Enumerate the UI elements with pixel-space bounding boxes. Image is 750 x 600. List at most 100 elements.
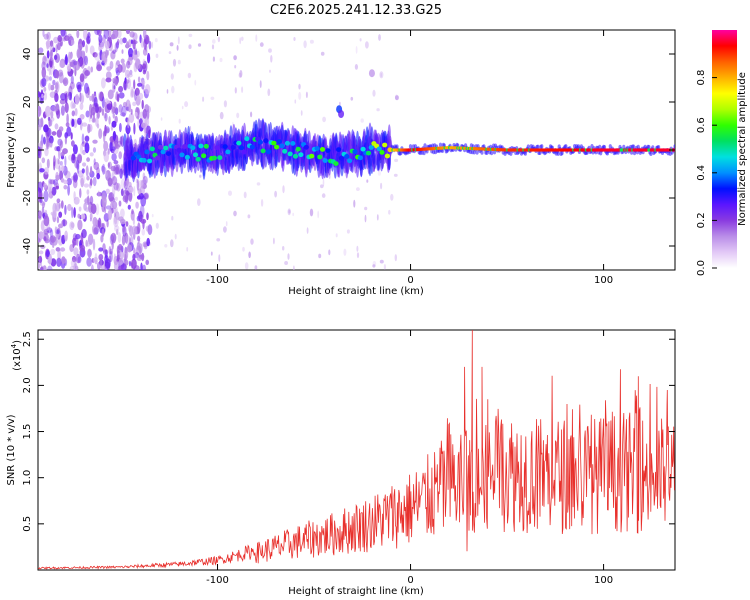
noise-blob <box>223 100 227 108</box>
ridge-core <box>298 152 304 158</box>
noise-blob <box>74 93 80 105</box>
noise-blob <box>378 34 381 41</box>
noise-blob <box>109 60 114 70</box>
noise-blob <box>270 55 273 63</box>
noise-blob <box>293 37 296 41</box>
noise-blob <box>139 204 145 217</box>
noise-blob <box>66 113 69 125</box>
noise-blob <box>210 96 215 101</box>
noise-blob <box>55 247 61 252</box>
noise-blob <box>55 44 58 53</box>
noise-blob <box>73 60 78 66</box>
noise-blob <box>132 217 135 226</box>
noise-blob <box>233 210 237 217</box>
noise-blob <box>38 250 44 255</box>
ridge-core <box>352 149 358 155</box>
noise-blob <box>376 214 379 221</box>
noise-blob <box>38 181 43 193</box>
noise-blob <box>105 49 108 59</box>
noise-blob <box>48 68 51 76</box>
noise-blob <box>43 124 49 133</box>
noise-blob <box>87 233 94 245</box>
noise-blob <box>51 186 57 196</box>
noise-blob <box>236 112 240 119</box>
ridge-core <box>347 158 353 164</box>
noise-blob <box>79 93 85 104</box>
noise-blob <box>55 70 60 79</box>
noise-blob <box>298 83 301 90</box>
noise-blob <box>90 203 97 215</box>
noise-blob <box>103 112 107 119</box>
noise-blob <box>120 112 126 117</box>
ridge-envelope <box>509 151 513 156</box>
noise-blob <box>49 229 54 237</box>
noise-blob <box>63 179 68 185</box>
noise-blob <box>84 197 91 206</box>
noise-blob <box>55 185 59 190</box>
noise-blob <box>38 231 45 240</box>
noise-blob <box>177 36 180 45</box>
colorbar-ticks: 0.0 0.2 0.4 0.6 0.8 <box>696 70 717 276</box>
noise-blob <box>267 88 271 97</box>
noise-blob <box>137 82 143 87</box>
noise-blob <box>41 157 46 164</box>
noise-blob <box>136 195 142 200</box>
spectrogram-panel: -100 0 100 -40 -20 0 20 40 Height of straight … <box>6 29 676 297</box>
ridge-core <box>155 155 161 161</box>
noise-blob <box>91 117 97 123</box>
noise-blob <box>111 120 117 128</box>
noise-blob <box>395 95 399 101</box>
noise-blob <box>79 92 82 102</box>
noise-blob <box>254 265 258 270</box>
noise-blob <box>42 54 47 64</box>
noise-blob <box>108 116 111 125</box>
noise-blob <box>71 140 75 147</box>
noise-blob <box>282 185 285 194</box>
noise-blob <box>110 165 116 172</box>
ridge-core <box>336 147 342 153</box>
noise-blob <box>55 82 59 91</box>
ridge-core <box>230 145 236 150</box>
noise-blob <box>113 160 119 165</box>
noise-blob <box>151 213 154 218</box>
noise-blob <box>131 88 134 98</box>
noise-blob <box>43 86 47 92</box>
noise-blob <box>120 58 125 64</box>
noise-blob <box>53 182 60 189</box>
noise-blob <box>160 117 163 121</box>
noise-blob <box>79 114 85 120</box>
noise-blob <box>111 106 115 115</box>
ridge-core <box>360 146 366 152</box>
noise-blob <box>47 265 53 270</box>
noise-blob <box>102 163 106 176</box>
noise-blob <box>92 147 97 153</box>
noise-blob <box>178 118 181 124</box>
noise-blob <box>142 48 148 56</box>
noise-blob <box>379 259 384 264</box>
noise-blob <box>122 37 127 44</box>
noise-blob <box>186 247 189 252</box>
noise-blob <box>135 201 139 209</box>
ridge-core <box>274 144 280 150</box>
noise-blob <box>60 247 66 252</box>
noise-blob <box>284 261 288 265</box>
noise-blob <box>356 252 360 259</box>
noise-blob <box>134 252 140 259</box>
ridge-core <box>317 154 323 160</box>
noise-blob <box>111 146 116 151</box>
colorbar: 0.0 0.2 0.4 0.6 0.8 Normalized spectral ampl… <box>696 30 748 276</box>
noise-blob <box>212 56 215 62</box>
noise-blob <box>58 165 61 173</box>
noise-blob <box>132 39 136 50</box>
noise-blob <box>43 167 50 175</box>
noise-blob <box>66 126 72 137</box>
noise-blob <box>98 34 103 43</box>
ridge-core <box>376 146 382 152</box>
noise-blob <box>98 128 103 139</box>
noise-blob <box>212 39 216 44</box>
ridge-core <box>368 145 374 150</box>
noise-blob <box>142 264 146 270</box>
noise-blob <box>298 91 302 100</box>
noise-blob <box>73 191 76 201</box>
noise-blob <box>147 130 151 139</box>
